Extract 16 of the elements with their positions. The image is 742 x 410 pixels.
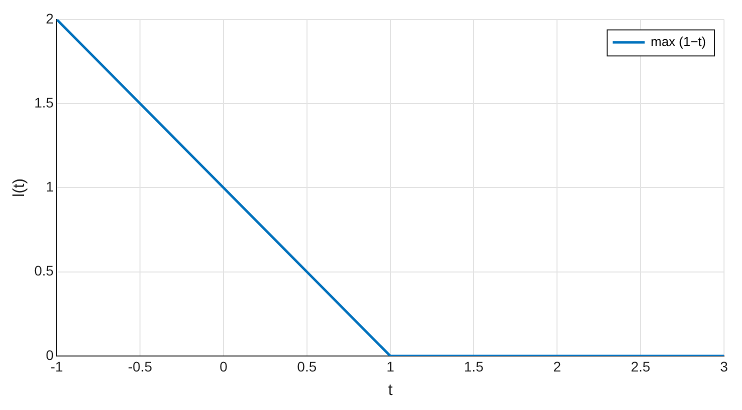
y-tick-label: 0 (46, 346, 54, 363)
y-tick-label: 1.5 (34, 94, 54, 110)
x-tick-label: 0.5 (297, 358, 317, 374)
y-tick-label: 0.5 (34, 262, 54, 279)
x-tick-label: -0.5 (128, 358, 152, 374)
x-tick-label: 1 (386, 358, 394, 374)
x-tick-label: 3 (720, 358, 728, 374)
x-tick-label: 2 (553, 358, 562, 374)
x-axis-title: t (388, 382, 394, 399)
y-tick-label: 1 (46, 178, 54, 195)
x-tick-label: 0 (220, 358, 228, 374)
legend-label: max (1−t) (650, 34, 706, 49)
x-tick-label: 1.5 (464, 358, 484, 374)
y-axis-title: l(t) (11, 178, 28, 198)
y-tick-label: 2 (46, 10, 54, 26)
x-tick-label: 2.5 (630, 358, 651, 374)
